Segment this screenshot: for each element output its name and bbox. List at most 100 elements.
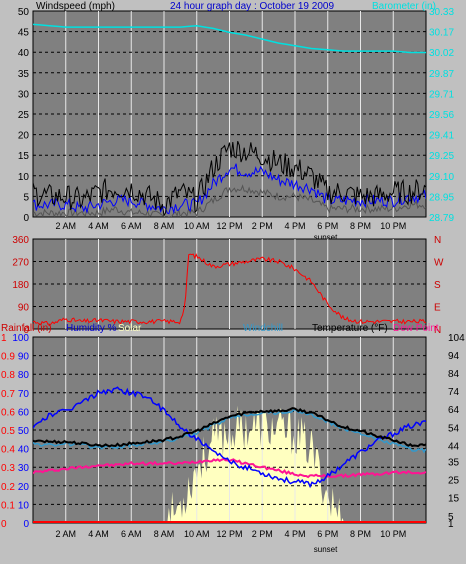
wind-x-tick-4: 10 AM	[184, 221, 210, 231]
compass-tick-1: E	[434, 303, 441, 314]
legend-temperature: Temperature (°F)	[312, 323, 388, 334]
legend-windchill: Windchill	[243, 323, 283, 334]
wind-y-tick-7: 35	[18, 69, 30, 80]
wind-x-tick-1: 4 AM	[88, 221, 109, 231]
dir-y-tick-2: 180	[12, 280, 29, 291]
humidity-y-tick-4: 40	[18, 445, 30, 456]
legend-rainfall: Rainfall (in)	[1, 323, 52, 334]
wind-y-tick-1: 5	[23, 192, 29, 203]
temp-y-tick-8: 74	[448, 387, 460, 398]
baro-y-tick-5: 29.56	[429, 110, 454, 121]
baro-y-tick-1: 28.95	[429, 192, 454, 203]
rain-y-tick-7: 0.7	[1, 389, 15, 400]
direction-y-axis-labels: 0 90 180 270 360	[12, 235, 29, 336]
dir-y-tick-3: 270	[12, 258, 29, 269]
temp-y-tick-10: 94	[448, 351, 460, 362]
temp-y-tick-11: 104	[448, 333, 465, 344]
humidity-y-tick-0: 0	[23, 519, 29, 530]
wind-series-group	[33, 23, 426, 217]
wind-y-tick-5: 25	[18, 110, 30, 121]
wind-y-axis-labels: 0 5 10 15 20 25 30 35 40 45 50	[18, 7, 30, 224]
temp-y-tick-4: 35	[448, 458, 460, 469]
wind-y-tick-2: 10	[18, 172, 30, 183]
rain-y-tick-1: 0.1	[1, 500, 15, 511]
rain-y-axis-labels: 0 0.1 0.2 0.3 0.4 0.5 0.6 0.7 0.8 0.9 1	[1, 333, 15, 530]
wind-x-tick-5: 12 PM	[216, 221, 242, 231]
temp-y-tick-6: 54	[448, 423, 460, 434]
rain-y-tick-4: 0.4	[1, 445, 15, 456]
baro-y-tick-4: 29.41	[429, 131, 454, 142]
legend-solar: Solar	[118, 323, 142, 334]
rain-y-tick-9: 0.9	[1, 352, 15, 363]
temp-x-tick-1: 4 AM	[88, 529, 109, 539]
wind-x-tick-3: 8 AM	[154, 221, 175, 231]
baro-y-tick-3: 29.25	[429, 151, 454, 162]
dir-y-tick-1: 90	[18, 303, 30, 314]
direction-grid	[33, 239, 426, 329]
rain-y-tick-2: 0.2	[1, 482, 15, 493]
wind-x-tick-8: 6 PM	[317, 221, 338, 231]
humidity-y-tick-5: 50	[18, 426, 30, 437]
baro-y-tick-6: 29.71	[429, 89, 454, 100]
temp-y-tick-1: 5	[448, 512, 454, 523]
barometer-y-axis-labels: 28.79 28.95 29.10 29.25 29.41 29.56 29.71 29.87…	[429, 7, 454, 224]
humidity-y-tick-10: 100	[12, 333, 29, 344]
temp-x-tick-8: 6 PM	[317, 529, 338, 539]
wind-x-tick-0: 2 AM	[55, 221, 76, 231]
humidity-y-axis-labels: 0 10 20 30 40 50 60 70 80 90 100	[12, 333, 29, 530]
humidity-line	[33, 386, 426, 489]
baro-y-tick-10: 30.33	[429, 7, 454, 18]
wind-y-tick-8: 40	[18, 48, 30, 59]
compass-tick-0: N	[434, 325, 441, 336]
wind-barometer-panel: 0 5 10 15 20 25 30 35 40 45 50 28.79 28.95 29.10 29.2…	[18, 1, 455, 242]
temp-x-tick-3: 8 AM	[154, 529, 175, 539]
wind-x-tick-9: 8 PM	[350, 221, 371, 231]
rain-y-tick-3: 0.3	[1, 463, 15, 474]
wind-grid	[33, 11, 426, 217]
humidity-y-tick-7: 70	[18, 389, 30, 400]
wind-y-tick-10: 50	[18, 7, 30, 18]
wind-y-tick-6: 30	[18, 89, 30, 100]
temperature-y-axis-labels: 15 15 25 35 44 54 64 74 84 94 104	[448, 333, 465, 530]
temp-x-axis-labels: 2 AM 4 AM 6 AM 8 AM 10 AM 12 PM 2 PM 4 PM 6 PM 8 …	[55, 529, 406, 539]
graph-title: 24 hour graph day : October 19 2009	[170, 1, 334, 12]
dir-y-tick-4: 360	[12, 235, 29, 246]
humidity-y-tick-2: 20	[18, 482, 30, 493]
rain-y-tick-0: 0	[1, 519, 7, 530]
compass-tick-4: N	[434, 235, 441, 246]
rain-y-tick-8: 0.8	[1, 370, 15, 381]
legend-dewpoint: Dew Point	[393, 323, 439, 334]
humidity-y-tick-6: 60	[18, 407, 30, 418]
baro-y-tick-7: 29.87	[429, 69, 454, 80]
temp-x-tick-0: 2 AM	[55, 529, 76, 539]
compass-tick-3: W	[434, 258, 444, 269]
sunset-label-3: sunset	[314, 545, 338, 554]
temp-y-tick-9: 84	[448, 369, 460, 380]
wind-y-tick-0: 0	[23, 213, 29, 224]
direction-line	[33, 252, 426, 327]
temp-grid	[33, 337, 426, 523]
baro-y-tick-8: 30.02	[429, 48, 454, 59]
wind-title: Windspeed (mph)	[36, 1, 115, 12]
gust-line	[33, 163, 426, 215]
temp-x-tick-9: 8 PM	[350, 529, 371, 539]
temp-x-tick-4: 10 AM	[184, 529, 210, 539]
sunset-label-1: sunset	[314, 233, 338, 242]
direction-series-group	[33, 252, 426, 327]
temp-x-tick-2: 6 AM	[121, 529, 142, 539]
temp-y-tick-2: 15	[448, 494, 460, 505]
rain-y-tick-10: 1	[1, 333, 7, 344]
wind-y-tick-3: 15	[18, 151, 30, 162]
temp-x-tick-6: 2 PM	[252, 529, 273, 539]
rain-y-tick-5: 0.5	[1, 426, 15, 437]
temp-legend: Rainfall (in) Humidity % Solar Windchill Tem…	[1, 323, 439, 334]
humidity-y-tick-1: 10	[18, 500, 30, 511]
wind-x-axis-labels: 2 AM 4 AM 6 AM 8 AM 10 AM 12 PM 2 PM 4 PM 6 PM 8 …	[55, 221, 406, 231]
baro-y-tick-9: 30.17	[429, 28, 454, 39]
humidity-y-tick-9: 90	[18, 352, 30, 363]
temp-x-tick-7: 4 PM	[284, 529, 305, 539]
temperature-line	[33, 407, 426, 448]
wind-y-tick-4: 20	[18, 131, 30, 142]
